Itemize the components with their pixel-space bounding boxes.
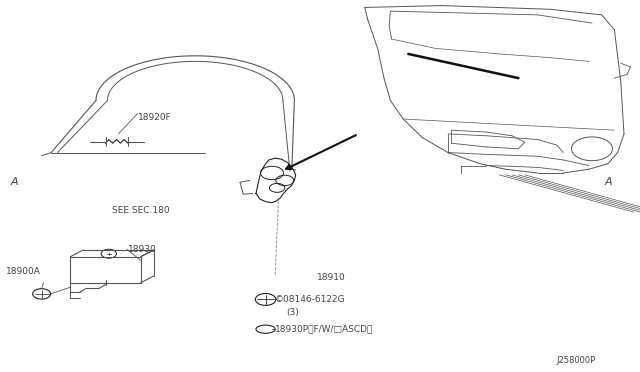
Text: (3): (3) [287,308,300,317]
Text: 18920F: 18920F [138,113,172,122]
Text: 18930: 18930 [128,245,157,254]
Text: 18910: 18910 [317,273,346,282]
Text: SEE SEC.180: SEE SEC.180 [112,206,170,215]
Text: J258000P: J258000P [557,356,596,365]
Text: 18930P（F/W/□ASCD）: 18930P（F/W/□ASCD） [275,325,374,334]
Text: A: A [11,177,19,187]
Text: A: A [605,177,612,187]
Text: 18900A: 18900A [6,267,41,276]
Text: ©08146-6122G: ©08146-6122G [275,295,346,304]
